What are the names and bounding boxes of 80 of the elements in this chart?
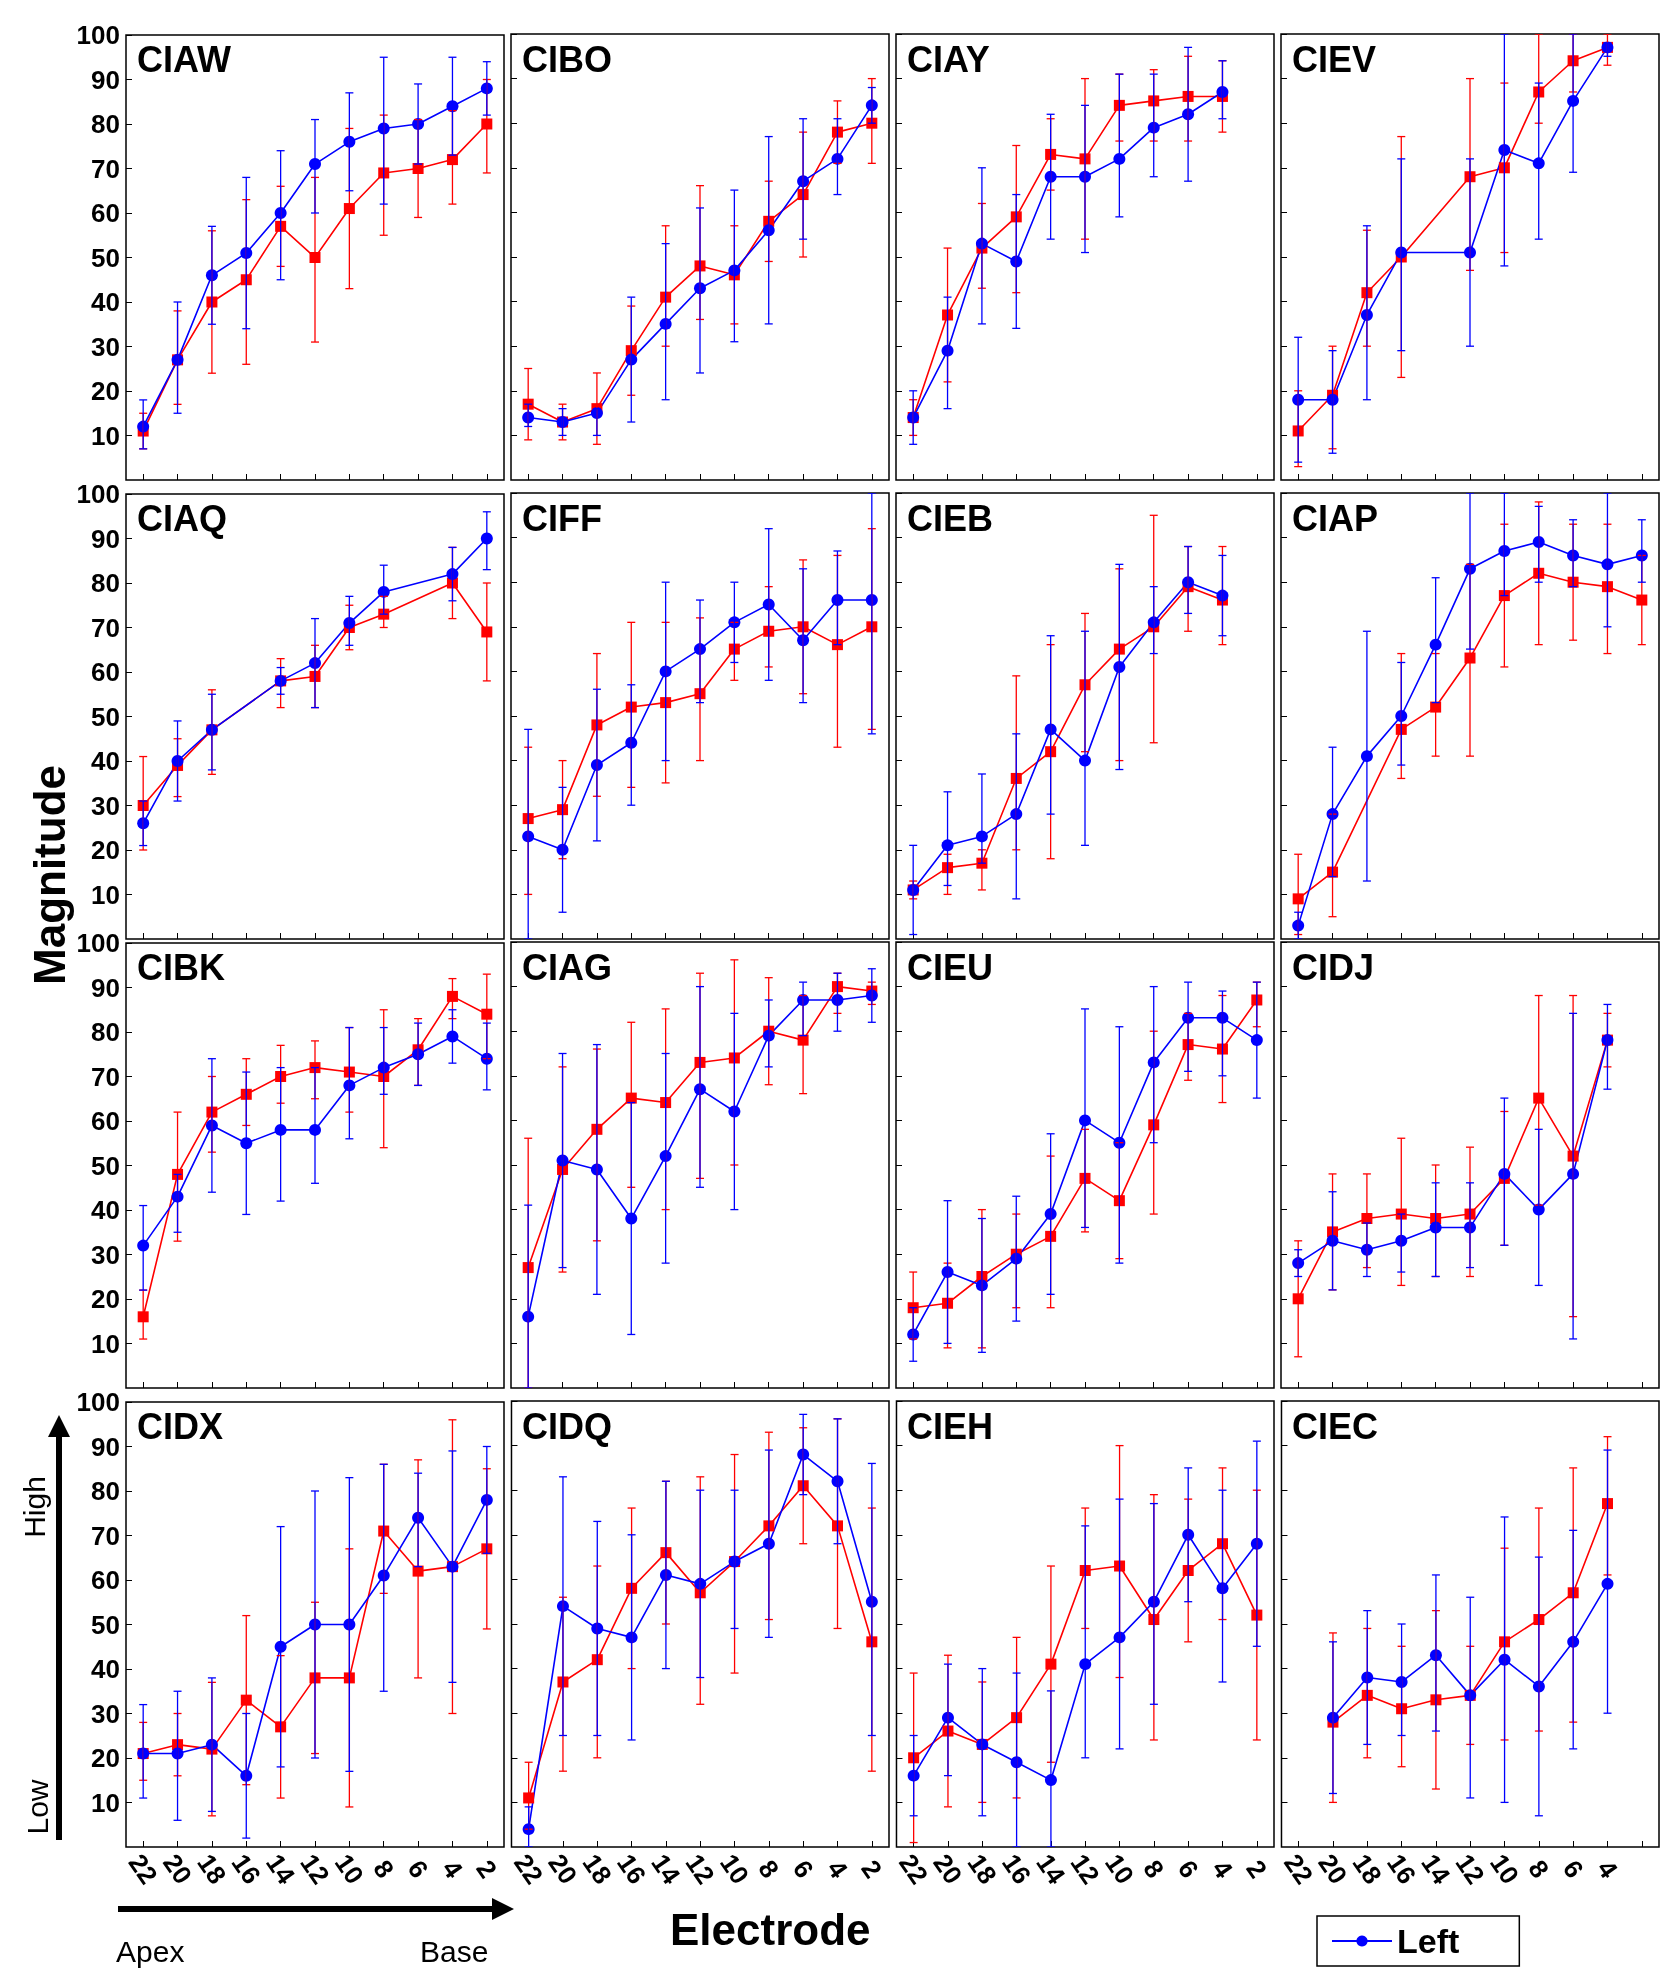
x-tick-label: 16 <box>225 1848 267 1890</box>
y-tick-label: 50 <box>91 701 120 732</box>
y-tick-label: 50 <box>91 242 120 273</box>
y-axis-title: Magnitude <box>24 765 75 985</box>
x-tick-label: 6 <box>1171 1854 1205 1884</box>
y-tick-label: 70 <box>91 1520 120 1551</box>
y-tick-label: 20 <box>91 376 120 406</box>
x-tick-label: 2 <box>855 1854 889 1884</box>
x-tick-label: 18 <box>1346 1848 1388 1890</box>
chart-title: CIAY <box>907 38 990 80</box>
text: Low <box>20 1779 55 1835</box>
chart-title: CIBK <box>137 946 225 988</box>
y-tick-label: 80 <box>91 109 120 139</box>
y-tick-label: 60 <box>91 657 120 687</box>
y-tick-label: 40 <box>91 287 120 317</box>
chart-title: CIEH <box>907 1405 994 1447</box>
chart-title: CIAP <box>1292 497 1379 539</box>
y-tick-label: 60 <box>91 198 120 228</box>
chart-title: CIEB <box>907 497 994 539</box>
chart-title: CIEC <box>1292 1405 1379 1447</box>
x-tick-label: 22 <box>122 1848 164 1890</box>
chart-title: CIDJ <box>1292 946 1375 988</box>
y-tick-label: 60 <box>91 1565 120 1595</box>
chart-title: CIEU <box>907 946 994 988</box>
y-tick-label: 30 <box>91 331 120 362</box>
y-tick-label: 40 <box>91 746 120 776</box>
y-tick-label: 90 <box>91 523 120 554</box>
x-tick-label: 4 <box>1591 1854 1625 1884</box>
y-tick-label: 60 <box>91 1106 120 1136</box>
chart-title: CIFF <box>522 497 602 539</box>
y-tick-label: 70 <box>91 153 120 184</box>
x-tick-label: 6 <box>401 1854 435 1884</box>
x-tick-label: 18 <box>961 1848 1003 1890</box>
y-tick-label: 40 <box>91 1195 120 1225</box>
chart-title: CIDX <box>137 1405 224 1447</box>
chart-title: CIEV <box>1292 38 1377 80</box>
y-tick-label: 10 <box>91 420 120 451</box>
y-tick-label: 40 <box>91 1654 120 1684</box>
y-tick-label: 80 <box>91 568 120 598</box>
y-tick-label: 80 <box>91 1017 120 1047</box>
y-tick-label: 30 <box>91 1698 120 1729</box>
y-tick-label: 20 <box>91 1284 120 1314</box>
chart-title: CIBO <box>522 38 612 80</box>
chart-title: CIAQ <box>137 497 227 539</box>
y-tick-label: 90 <box>91 972 120 1003</box>
y-tick-label: 80 <box>91 1476 120 1506</box>
x-tick-label: 2 <box>1240 1854 1274 1884</box>
y-tick-label: 20 <box>91 835 120 865</box>
y-tick-label: 30 <box>91 1239 120 1270</box>
text: Base <box>420 1935 489 1969</box>
y-tick-label: 10 <box>91 879 120 910</box>
chart-title: CIAG <box>522 946 612 988</box>
text: Apex <box>116 1935 185 1969</box>
y-tick-label: 70 <box>91 612 120 643</box>
x-tick-label: 8 <box>367 1854 401 1884</box>
x-tick-label: 6 <box>1556 1854 1590 1884</box>
chart-title: CIDQ <box>522 1405 612 1447</box>
y-tick-label: 20 <box>91 1743 120 1773</box>
x-tick-label: 18 <box>576 1848 618 1890</box>
y-tick-label: 100 <box>76 1387 120 1417</box>
y-tick-label: 30 <box>91 790 120 821</box>
x-tick-label: 6 <box>786 1854 820 1884</box>
y-tick-label: 50 <box>91 1609 120 1640</box>
y-tick-label: 90 <box>91 64 120 95</box>
y-tick-label: 70 <box>91 1061 120 1092</box>
y-tick-label: 10 <box>91 1328 120 1359</box>
y-tick-label: 100 <box>76 479 120 509</box>
x-tick-label: 4 <box>436 1854 470 1884</box>
x-axis-title: Electrode <box>670 1905 871 1955</box>
chart-title: CIAW <box>137 38 232 80</box>
y-tick-label: 100 <box>76 928 120 958</box>
x-tick-label: 4 <box>1206 1854 1240 1884</box>
x-tick-label: 2 <box>470 1854 504 1884</box>
y-tick-label: 90 <box>91 1431 120 1462</box>
y-tick-label: 50 <box>91 1150 120 1181</box>
y-tick-label: 100 <box>76 20 120 50</box>
y-tick-label: 10 <box>91 1787 120 1818</box>
x-tick-label: 4 <box>821 1854 855 1884</box>
legend-label: Left <box>1397 1922 1460 1960</box>
text: High <box>17 1476 52 1538</box>
